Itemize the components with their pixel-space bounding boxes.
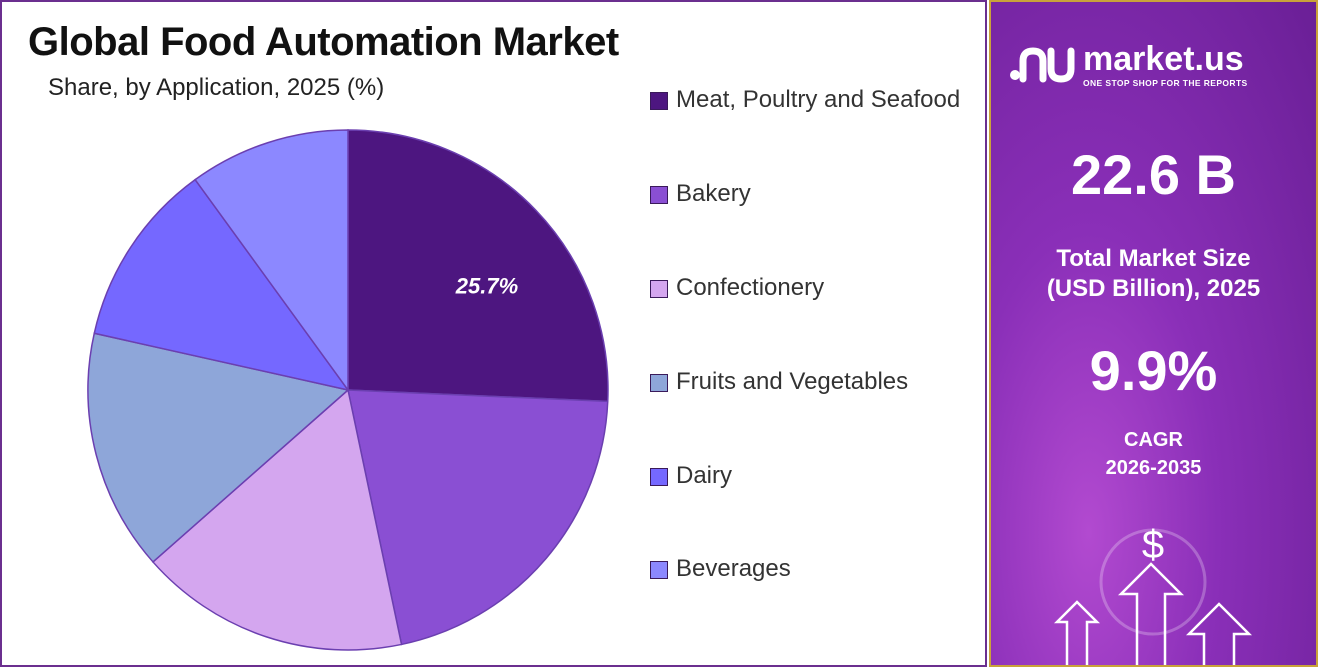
legend-label: Beverages	[676, 555, 791, 582]
market-size-label-line1: Total Market Size	[1056, 245, 1251, 272]
pie-slice-4	[93, 178, 350, 392]
legend-item: Confectionery	[650, 270, 966, 306]
summary-panel: $ market.us ONE STOP SHOP FOR THE REPORT…	[989, 0, 1318, 667]
legend-label: Confectionery	[676, 274, 825, 301]
chart-panel: Global Food Automation Market Share, by …	[0, 0, 987, 667]
brand-name: market.us	[1083, 40, 1244, 78]
cagr-label-line2: 2026-2035	[1105, 457, 1202, 479]
pie-data-label-0: 25.7%	[455, 274, 518, 299]
pie-slice-3	[87, 332, 350, 563]
arrow-up-icon-center	[1117, 562, 1185, 665]
arrow-up-icon-left	[1053, 600, 1101, 665]
legend-swatch	[650, 374, 668, 392]
legend-item: Fruits and Vegetables	[650, 364, 966, 400]
legend-item: Meat, Poultry and Seafood	[650, 82, 966, 118]
legend-swatch	[650, 561, 668, 579]
legend-swatch	[650, 186, 668, 204]
dollar-icon: $	[1142, 523, 1164, 567]
legend-swatch	[650, 280, 668, 298]
legend-label: Meat, Poultry and Seafood	[676, 86, 961, 113]
pie-slice-0	[347, 129, 609, 403]
legend-label: Dairy	[676, 462, 733, 489]
pie-slice-2	[151, 388, 403, 651]
cagr-label: CAGR 2026-2035	[991, 426, 1316, 482]
brand-tagline: ONE STOP SHOP FOR THE REPORTS	[1083, 78, 1248, 88]
market-size-value: 22.6 B	[1071, 143, 1236, 206]
arrow-up-icon-right	[1185, 602, 1253, 665]
legend-item: Dairy	[650, 458, 966, 494]
legend-label: Fruits and Vegetables	[676, 368, 909, 395]
cagr-label-line1: CAGR	[1124, 429, 1183, 451]
legend-swatch	[650, 92, 668, 110]
pie-slice-5	[194, 129, 349, 393]
pie-chart: 25.7%	[87, 129, 609, 651]
market-size-label: Total Market Size (USD Billion), 2025	[991, 244, 1316, 304]
legend-item: Bakery	[650, 176, 966, 212]
market-us-logo-icon	[1010, 47, 1075, 83]
market-size-label-line2: (USD Billion), 2025	[1046, 275, 1261, 302]
chart-subtitle: Share, by Application, 2025 (%)	[48, 74, 385, 101]
legend-item: Beverages	[650, 551, 966, 587]
coin-circle	[1099, 528, 1207, 636]
brand-logo: market.us ONE STOP SHOP FOR THE REPORTS	[1009, 42, 1248, 88]
chart-title: Global Food Automation Market	[28, 20, 619, 64]
pie-slice-1	[347, 389, 609, 646]
legend-label: Bakery	[676, 180, 751, 207]
cagr-value: 9.9%	[1089, 339, 1218, 402]
side-decoration: $	[1053, 523, 1253, 665]
legend-swatch	[650, 468, 668, 486]
